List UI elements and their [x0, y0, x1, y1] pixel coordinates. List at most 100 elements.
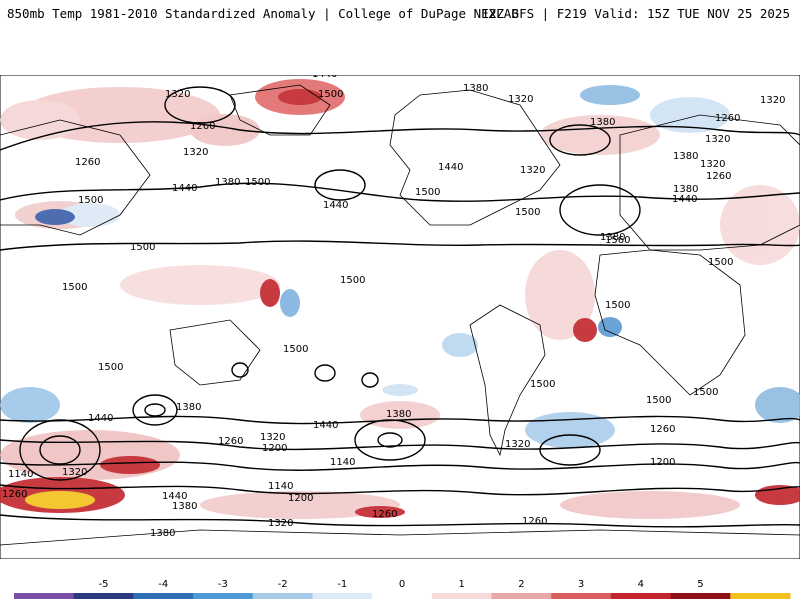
extreme-warm-anomaly [25, 491, 95, 509]
antarctica-outline [0, 529, 800, 546]
warm-anomaly [560, 491, 740, 519]
contour-label: 1320 [260, 432, 285, 443]
colorbar-tick-label: 2 [518, 579, 524, 590]
africa-outline [594, 249, 746, 396]
contour-label: 1500 [245, 177, 270, 188]
closed-contour [559, 184, 641, 236]
contour-label: 1320 [508, 94, 533, 105]
contour-label: 1260 [75, 157, 100, 168]
closed-contour [314, 169, 366, 201]
colorbar-swatch [193, 593, 254, 599]
contour-label: 1260 [522, 516, 547, 527]
contour-label: 1440 [323, 200, 348, 211]
map-title: 850mb Temp 1981-2010 Standardized Anomal… [7, 6, 519, 21]
warm-anomaly-core [355, 506, 405, 518]
warm-anomaly-core [260, 279, 280, 307]
coastlines [0, 84, 800, 546]
colorbar-swatch [73, 593, 134, 599]
contour-label: 1500 [646, 395, 671, 406]
warm-anomaly [720, 185, 800, 265]
contour-label: 1500 [62, 282, 87, 293]
contour-label: 1380 [176, 402, 201, 413]
contour-label: 1500 [415, 187, 440, 198]
cold-anomaly [0, 387, 60, 423]
greenland-outline [229, 84, 331, 136]
colorbar-swatch [730, 593, 791, 599]
contour-label: 1500 [340, 275, 365, 286]
colorbar-tick-label: -3 [218, 579, 228, 590]
contour-label: 1500 [318, 89, 343, 100]
contour-label: 1320 [165, 89, 190, 100]
asia-outline [0, 119, 151, 236]
contour-label: 1140 [330, 457, 355, 468]
closed-contour [361, 372, 379, 388]
warm-anomaly [200, 491, 400, 519]
contour-line [0, 240, 800, 251]
contour-label: 1500 [130, 242, 155, 253]
contour-label: 1320 [505, 439, 530, 450]
warm-anomaly [0, 100, 80, 140]
cold-anomaly [598, 317, 622, 337]
contour-label: 1500 [708, 257, 733, 268]
colorbar-swatch [431, 593, 493, 599]
closed-contour [539, 434, 601, 466]
colorbar-tick-label: 5 [697, 579, 703, 590]
contour-label: 1320 [760, 95, 785, 106]
contour-label: 1380 [673, 151, 698, 162]
contour-line [0, 514, 800, 528]
height-contours [0, 86, 800, 528]
contour-line [0, 484, 800, 496]
colorbar-tick-label: 3 [578, 579, 584, 590]
closed-contour [231, 362, 249, 378]
closed-contour [354, 419, 426, 461]
map-border [0, 75, 800, 559]
closed-contour [549, 124, 611, 156]
cold-anomaly [755, 387, 800, 423]
colorbar-tick-label: 1 [459, 579, 465, 590]
cold-anomaly [442, 333, 478, 357]
contour-label: 1560 [605, 235, 630, 246]
cold-anomaly [580, 85, 640, 105]
cold-anomaly [382, 384, 418, 396]
contour-label: 1500 [530, 379, 555, 390]
colorbar-swatch [491, 593, 552, 599]
contour-label: 1260 [218, 436, 243, 447]
closed-contour [39, 435, 81, 465]
contour-label: 1320 [520, 165, 545, 176]
contour-label: 1260 [706, 171, 731, 182]
contour-label: 1260 [190, 121, 215, 132]
colorbar-tick-label: -1 [337, 579, 347, 590]
colorbar-swatch [312, 593, 373, 599]
colorbar-tick-label: -2 [278, 579, 288, 590]
contour-label: 1380 [172, 501, 197, 512]
warm-anomaly [120, 265, 280, 305]
contour-label: 1200 [650, 457, 675, 468]
contour-label: 1440 [313, 420, 338, 431]
contour-label: 1440 [438, 162, 463, 173]
warm-anomaly-core [100, 456, 160, 474]
contour-label: 1500 [98, 362, 123, 373]
contour-label: 1380 [215, 177, 240, 188]
contour-label: 1260 [2, 489, 27, 500]
colorbar-swatches [14, 593, 791, 599]
warm-anomaly-core [278, 89, 322, 105]
contour-label: 1500 [605, 300, 630, 311]
contour-label: 1260 [715, 113, 740, 124]
contour-line [0, 121, 800, 151]
closed-contour [19, 419, 101, 481]
contour-label: 1320 [268, 518, 293, 529]
contour-label: 1140 [8, 469, 33, 480]
contour-label: 1320 [705, 134, 730, 145]
south-america-outline [469, 304, 546, 457]
contour-label: 1380 [600, 232, 625, 243]
colorbar-swatch [551, 593, 612, 599]
contour-line [0, 439, 800, 451]
anomaly-map: 1440 1500 1380 1320 1260 1320 1260 1320 … [0, 75, 800, 559]
contour-label: 1380 [386, 409, 411, 420]
contour-label: 1380 [673, 184, 698, 195]
cold-anomaly [650, 97, 730, 133]
contour-label: 1500 [693, 387, 718, 398]
contour-label: 1500 [515, 207, 540, 218]
colorbar-tick-label: 0 [399, 579, 405, 590]
contour-label: 1260 [372, 509, 397, 520]
